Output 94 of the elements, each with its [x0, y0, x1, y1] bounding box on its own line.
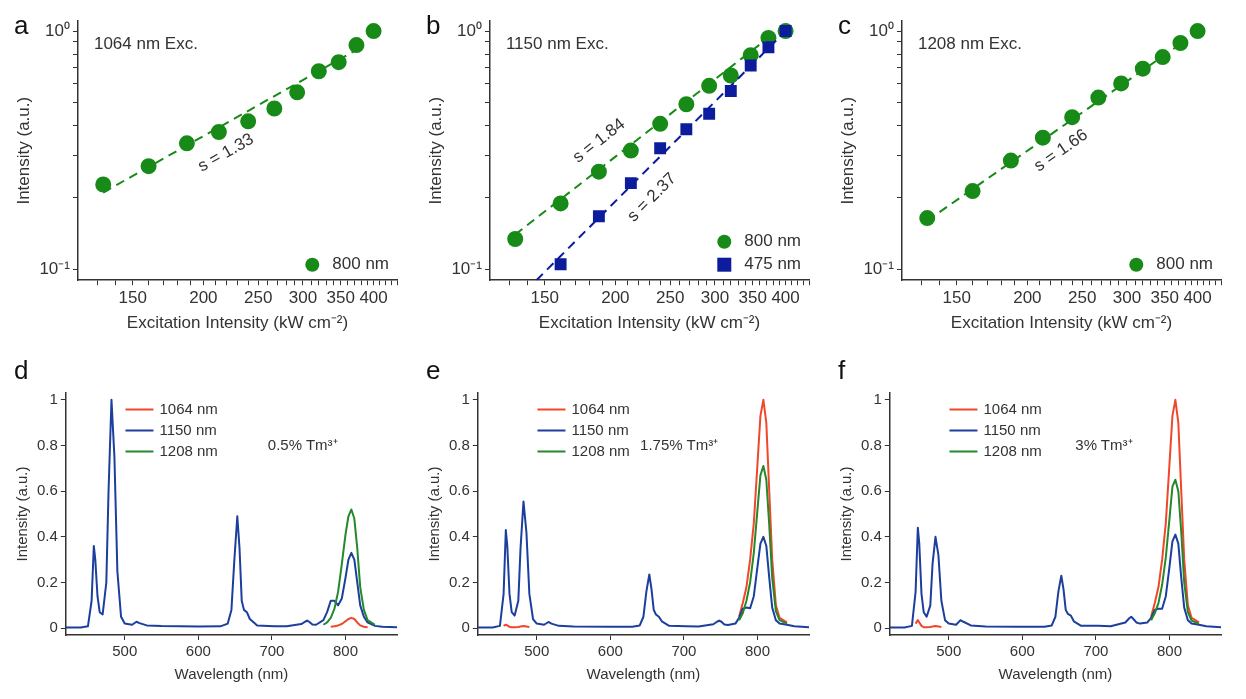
legend-label: 1064 nm: [571, 399, 630, 417]
x-tick-label: 400: [359, 288, 388, 308]
y-tick-label: 0.4: [860, 526, 882, 544]
chart-title: a: [14, 10, 29, 40]
x-tick-label: 500: [112, 642, 138, 660]
y-tick-label: 0.4: [448, 526, 470, 544]
y-axis-title: Intensity (a.u.): [13, 96, 33, 205]
x-tick-label: 250: [656, 288, 685, 308]
x-axis-title: Wavelength (nm): [998, 665, 1113, 683]
y-tick-label: 0.2: [860, 572, 882, 590]
x-axis-title: Wavelength (nm): [174, 665, 289, 683]
chart-title: b: [426, 10, 441, 40]
y-tick-label: 0.8: [448, 435, 470, 453]
legend-label: 1208 nm: [571, 441, 630, 459]
y-tick-label: 0.2: [36, 572, 58, 590]
y-tick-label: 10⁰: [45, 20, 70, 40]
legend-label: 1150 nm: [159, 420, 217, 438]
legend-label: 800 nm: [1156, 254, 1213, 274]
x-tick-label: 300: [288, 288, 318, 308]
y-tick-label: 1: [49, 389, 58, 407]
y-axis-title: Intensity (a.u.): [425, 466, 443, 562]
x-tick-label: 150: [530, 288, 559, 308]
annotation: s = 1.66: [1030, 124, 1092, 176]
y-axis-title: Intensity (a.u.): [837, 96, 857, 205]
x-tick-label: 400: [771, 288, 800, 308]
x-tick-label: 600: [597, 642, 623, 660]
legend-label: 800 nm: [744, 231, 801, 251]
x-axis-title: Excitation Intensity (kW cm⁻²): [950, 313, 1173, 333]
annotation: 1.75% Tm³⁺: [640, 436, 719, 454]
annotation: s = 1.84: [568, 114, 629, 167]
y-tick-label: 1: [461, 389, 470, 407]
y-tick-label: 0: [461, 618, 470, 636]
x-tick-label: 700: [259, 642, 285, 660]
y-axis-title: Intensity (a.u.): [425, 96, 445, 205]
y-tick-label: 0.2: [448, 572, 470, 590]
x-tick-label: 800: [332, 642, 358, 660]
x-tick-label: 600: [185, 642, 211, 660]
x-tick-label: 200: [189, 288, 218, 308]
x-tick-label: 150: [942, 288, 971, 308]
y-tick-label: 10⁰: [869, 20, 894, 40]
legend-label: 475 nm: [744, 254, 801, 274]
x-axis-title: Excitation Intensity (kW cm⁻²): [538, 313, 761, 333]
y-tick-label: 10⁻¹: [39, 258, 71, 278]
y-tick-label: 10⁻¹: [451, 258, 483, 278]
legend-label: 1208 nm: [983, 441, 1042, 459]
x-tick-label: 200: [1013, 288, 1042, 308]
y-tick-label: 0.6: [36, 481, 58, 499]
y-axis-title: Intensity (a.u.): [837, 466, 855, 562]
x-tick-label: 800: [1156, 642, 1182, 660]
x-axis-title: Excitation Intensity (kW cm⁻²): [126, 313, 349, 333]
x-tick-label: 350: [1150, 288, 1179, 308]
x-tick-label: 250: [1068, 288, 1097, 308]
y-axis-title: Intensity (a.u.): [13, 466, 31, 562]
y-tick-label: 0.8: [36, 435, 58, 453]
legend-label: 800 nm: [332, 254, 389, 274]
annotation: 1064 nm Exc.: [93, 34, 198, 54]
annotation: s = 1.33: [194, 129, 257, 176]
x-tick-label: 800: [744, 642, 770, 660]
x-tick-label: 600: [1009, 642, 1035, 660]
chart-title: c: [838, 10, 851, 40]
x-tick-label: 300: [700, 288, 730, 308]
annotation: 0.5% Tm³⁺: [267, 436, 338, 454]
legend-label: 1064 nm: [983, 399, 1042, 417]
y-tick-label: 1: [873, 389, 882, 407]
annotation: 3% Tm³⁺: [1075, 436, 1133, 454]
x-tick-label: 350: [326, 288, 355, 308]
x-tick-label: 300: [1112, 288, 1142, 308]
x-tick-label: 500: [936, 642, 962, 660]
annotation: 1150 nm Exc.: [505, 34, 609, 54]
x-tick-label: 150: [118, 288, 147, 308]
x-tick-label: 350: [738, 288, 767, 308]
chart-title: d: [14, 355, 29, 385]
x-tick-label: 250: [244, 288, 273, 308]
legend-label: 1150 nm: [983, 420, 1041, 438]
x-tick-label: 200: [601, 288, 630, 308]
y-tick-label: 0.4: [36, 526, 58, 544]
legend-label: 1150 nm: [571, 420, 629, 438]
x-tick-label: 500: [524, 642, 550, 660]
x-tick-label: 700: [1083, 642, 1109, 660]
y-tick-label: 10⁻¹: [863, 258, 895, 278]
y-tick-label: 0.8: [860, 435, 882, 453]
x-tick-label: 400: [1183, 288, 1212, 308]
chart-title: e: [426, 355, 441, 385]
x-axis-title: Wavelength (nm): [586, 665, 701, 683]
annotation: 1208 nm Exc.: [917, 34, 1022, 54]
y-tick-label: 0.6: [448, 481, 470, 499]
chart-title: f: [838, 355, 846, 385]
y-tick-label: 0.6: [860, 481, 882, 499]
x-tick-label: 700: [671, 642, 697, 660]
legend-label: 1064 nm: [159, 399, 218, 417]
legend-label: 1208 nm: [159, 441, 218, 459]
y-tick-label: 10⁰: [457, 20, 482, 40]
y-tick-label: 0: [49, 618, 58, 636]
y-tick-label: 0: [873, 618, 882, 636]
